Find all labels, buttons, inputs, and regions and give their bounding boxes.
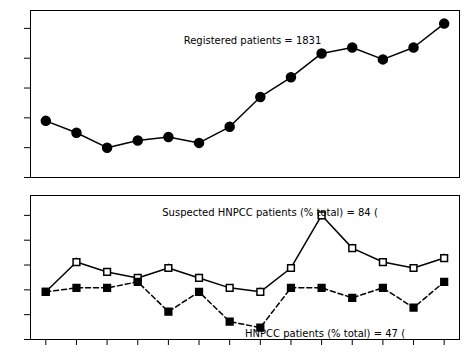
svg-text:Registered patients = 1831: Registered patients = 1831 [184,35,322,46]
svg-text:HNPCC patients (% total) = 47: HNPCC patients (% total) = 47 ( [245,328,405,339]
svg-text:Suspected HNPCC patients (% to: Suspected HNPCC patients (% total) = 84 … [162,207,378,218]
